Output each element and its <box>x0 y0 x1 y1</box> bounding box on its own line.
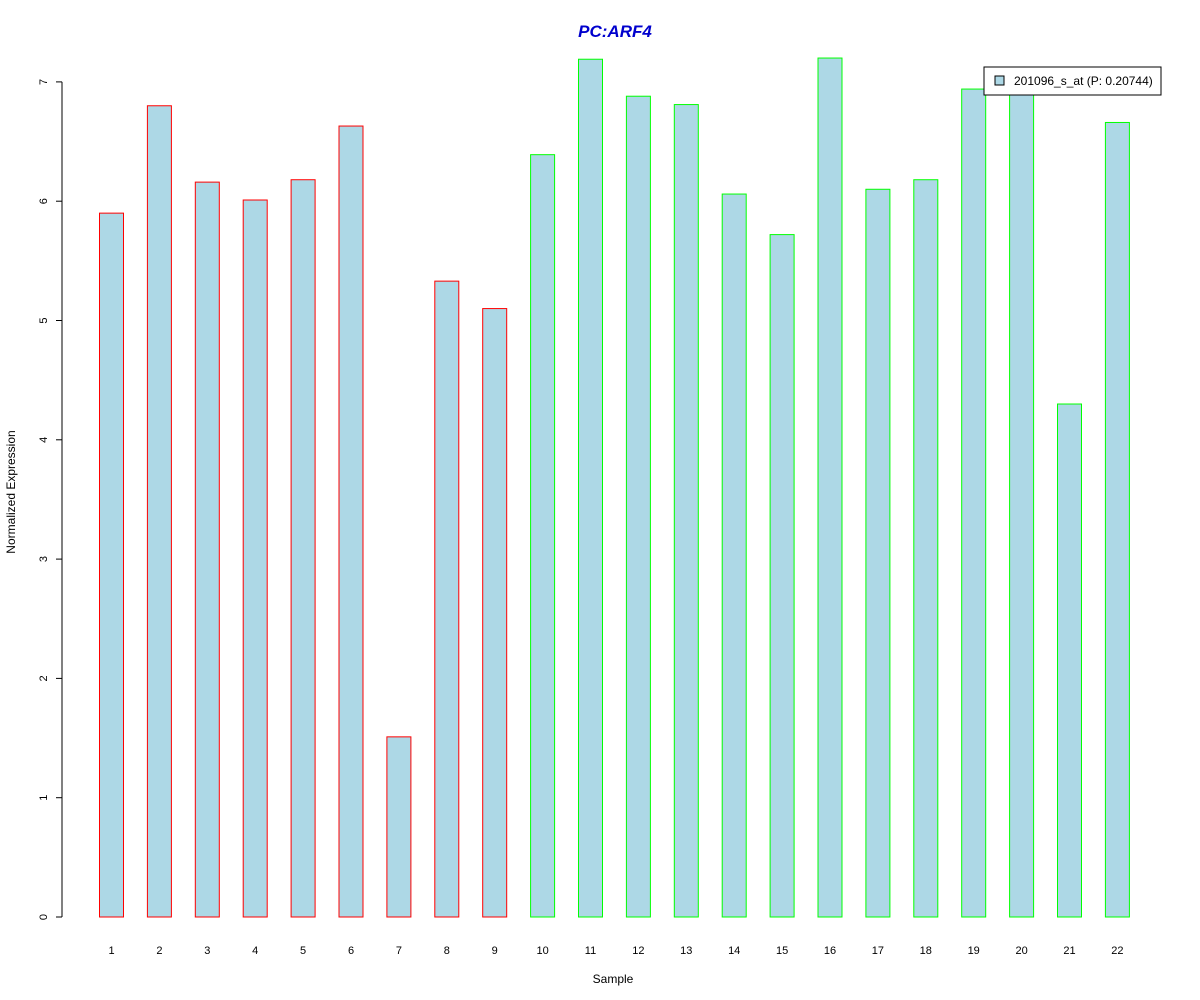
x-tick-label: 12 <box>632 945 644 957</box>
bar-sample-11 <box>578 58 603 918</box>
x-tick-label: 6 <box>348 945 354 957</box>
x-tick-label: 7 <box>396 945 402 957</box>
bars <box>99 57 1130 918</box>
bar-sample-9 <box>482 308 508 918</box>
bar-sample-16 <box>817 57 843 918</box>
x-tick-label: 10 <box>536 945 548 957</box>
y-tick-label: 5 <box>38 317 50 323</box>
bar-sample-5 <box>290 179 316 918</box>
bar-sample-15 <box>769 234 795 918</box>
x-tick-label: 20 <box>1015 945 1027 957</box>
bar-sample-7 <box>386 736 412 918</box>
x-tick-label: 5 <box>300 945 306 957</box>
bar-sample-10 <box>530 154 556 918</box>
x-tick-label: 15 <box>776 945 788 957</box>
bar-sample-6 <box>338 125 364 918</box>
bar-sample-13 <box>673 104 699 918</box>
x-tick-label: 18 <box>920 945 932 957</box>
y-tick-label: 1 <box>38 795 50 801</box>
x-tick-label: 14 <box>728 945 740 957</box>
bar-sample-14 <box>721 193 747 918</box>
x-tick-label: 9 <box>492 945 498 957</box>
bar-sample-20 <box>1009 90 1035 918</box>
x-tick-label: 22 <box>1111 945 1123 957</box>
legend-swatch <box>994 75 1005 86</box>
y-tick-label: 7 <box>38 79 50 85</box>
x-tick-label: 13 <box>680 945 692 957</box>
x-tick-label: 17 <box>872 945 884 957</box>
bar-sample-17 <box>865 188 891 918</box>
x-tick-label: 3 <box>204 945 210 957</box>
bar-sample-19 <box>961 88 987 918</box>
x-tick-label: 19 <box>968 945 980 957</box>
x-tick-label: 21 <box>1063 945 1075 957</box>
x-tick-label: 1 <box>108 945 114 957</box>
x-tick-labels: 1 2 3 4 5 6 7 8 9 10 11 12 13 14 15 16 17 18 19 20 21 22 <box>108 945 1123 957</box>
bar-sample-8 <box>434 280 460 918</box>
x-tick-label: 16 <box>824 945 836 957</box>
x-tick-label: 2 <box>156 945 162 957</box>
y-tick-label: 0 <box>38 914 50 920</box>
bar-sample-18 <box>913 179 939 918</box>
bar-sample-22 <box>1104 121 1130 918</box>
chart-title: PC:ARF4 <box>578 22 652 41</box>
x-tick-label: 4 <box>252 945 258 957</box>
legend-label: 201096_s_at (P: 0.20744) <box>1014 74 1153 88</box>
y-axis: 0 1 2 3 4 5 6 7 <box>38 79 63 920</box>
legend: 201096_s_at (P: 0.20744) <box>983 66 1162 96</box>
bar-sample-1 <box>99 212 124 918</box>
bar-sample-4 <box>242 199 268 918</box>
y-tick-label: 6 <box>38 198 50 204</box>
y-tick-label: 2 <box>38 675 50 681</box>
y-axis-label: Normalized Expression <box>4 430 18 553</box>
x-tick-label: 8 <box>444 945 450 957</box>
legend-box <box>983 66 1162 96</box>
bar-sample-21 <box>1057 403 1082 918</box>
y-tick-label: 4 <box>38 437 50 443</box>
y-tick-label: 3 <box>38 556 50 562</box>
bar-sample-3 <box>194 181 220 918</box>
bar-sample-12 <box>625 95 651 918</box>
bar-sample-2 <box>146 105 172 918</box>
x-tick-label: 11 <box>585 945 596 957</box>
x-axis-label: Sample <box>593 972 634 986</box>
